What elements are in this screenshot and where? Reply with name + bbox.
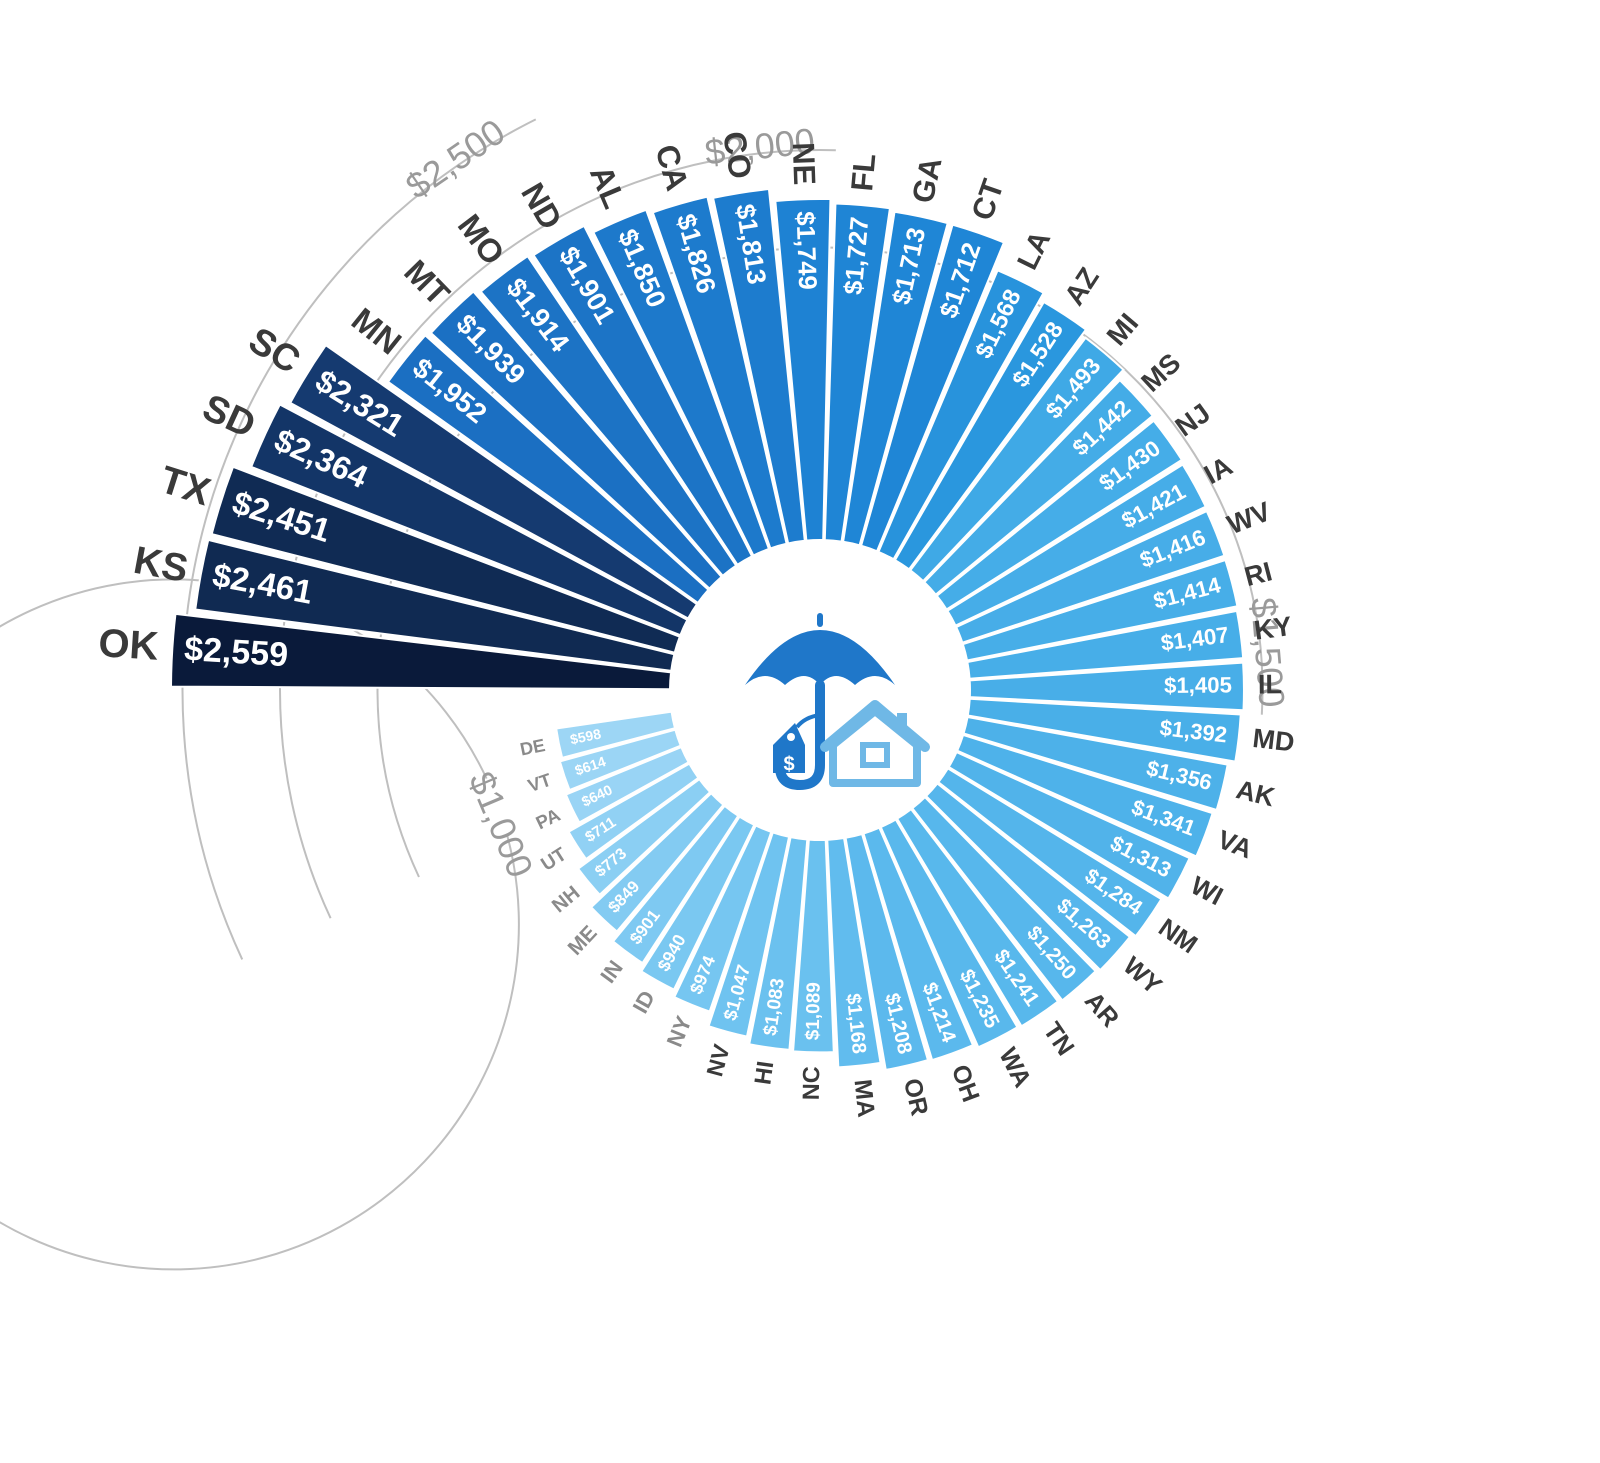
state-label-MD: MD xyxy=(1251,723,1296,758)
value-label-IL: $1,405 xyxy=(1164,672,1232,698)
center-icon: $ xyxy=(690,560,950,820)
state-label-NE: NE xyxy=(786,142,822,186)
state-label-HI: HI xyxy=(749,1059,778,1086)
radial-bar-chart: $1,000$1,500$2,000$2,500$2,559$2,461$2,4… xyxy=(0,0,1600,1463)
state-label-OK: OK xyxy=(97,621,160,669)
svg-text:$: $ xyxy=(783,753,794,775)
state-label-MA: MA xyxy=(849,1078,880,1119)
state-label-FL: FL xyxy=(844,152,882,192)
value-label-NE: $1,749 xyxy=(791,211,822,291)
state-label-CO: CO xyxy=(716,129,759,181)
value-label-OK: $2,559 xyxy=(183,630,289,674)
state-label-KY: KY xyxy=(1252,610,1293,646)
value-label-NC: $1,089 xyxy=(803,982,825,1040)
state-label-IL: IL xyxy=(1258,668,1282,699)
state-label-NC: NC xyxy=(798,1066,825,1100)
